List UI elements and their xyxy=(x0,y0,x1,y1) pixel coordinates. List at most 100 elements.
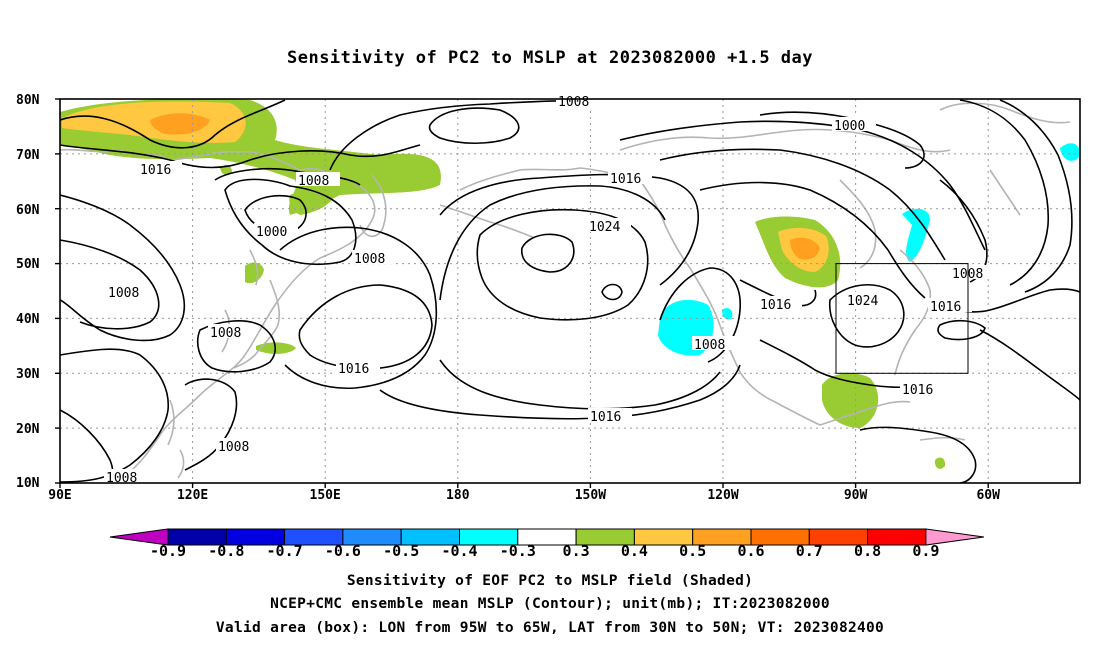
contour-1008-bering xyxy=(214,167,361,186)
contour-1008-east-asia xyxy=(60,348,170,483)
contour-label: 1016 xyxy=(590,410,621,425)
contour-label: 1008 xyxy=(354,252,385,267)
lat-label: 30N xyxy=(16,367,40,382)
contour-1008-japan xyxy=(196,320,276,373)
lon-label: 90W xyxy=(844,488,868,503)
colorbar-label: 0.9 xyxy=(912,542,939,560)
contour-1008-central xyxy=(439,359,721,410)
coast-alaska xyxy=(459,167,691,269)
colorbar-label: -0.6 xyxy=(325,542,361,560)
coast-philippines xyxy=(167,399,185,479)
contour-label: 1008 xyxy=(210,326,241,341)
valid-area-box xyxy=(835,263,969,374)
colorbar-segment xyxy=(925,528,984,546)
coast-japan xyxy=(233,279,281,369)
lat-label: 50N xyxy=(16,257,40,272)
lon-label: 180 xyxy=(446,488,470,503)
lat-label: 60N xyxy=(16,203,40,218)
contour-ne-trough3 xyxy=(699,181,926,299)
contour-arctic-low xyxy=(428,107,520,144)
lat-label: 10N xyxy=(16,476,40,491)
colorbar-label: -0.7 xyxy=(267,542,303,560)
chart-title: Sensitivity of PC2 to MSLP at 2023082000… xyxy=(286,48,813,68)
colorbar-label: 0.8 xyxy=(854,542,881,560)
lat-label: 40N xyxy=(16,312,40,327)
contour-label: 1008 xyxy=(298,174,329,189)
lon-label: 90E xyxy=(48,488,71,503)
colorbar-label: 0.4 xyxy=(621,542,648,560)
shade-orange-canada xyxy=(790,237,820,260)
colorbar-label: -0.3 xyxy=(500,542,536,560)
caption-shading: Sensitivity of EOF PC2 to MSLP field (Sh… xyxy=(346,573,754,589)
contour-1008-arctic xyxy=(329,99,591,171)
contour-1008-okhotsk xyxy=(224,178,357,265)
shade-orange-arctic xyxy=(150,113,210,135)
coast-greenland xyxy=(939,102,1071,216)
contour-label: 1016 xyxy=(902,383,933,398)
contour-1024-inner2 xyxy=(601,283,623,301)
contour-label: 1024 xyxy=(847,294,878,309)
contour-1024-atlantic xyxy=(937,319,986,341)
contour-1016-lowlat xyxy=(60,239,160,330)
lon-label: 120E xyxy=(177,488,208,503)
contour-1024-inner1 xyxy=(521,233,575,273)
colorbar-label: 0.7 xyxy=(796,542,823,560)
contour-ne-trough2 xyxy=(659,148,946,261)
colorbar-label: 0.5 xyxy=(679,542,706,560)
shade-cyan-greenland xyxy=(1060,143,1080,161)
lon-label: 120W xyxy=(707,488,738,503)
coast-gulf xyxy=(819,400,966,441)
shade-green-sakhalin xyxy=(245,262,264,284)
colorbar-labels: -0.9 -0.8 -0.7 -0.6 -0.5 -0.4 -0.3 0.3 0.4 0.5 0.6… xyxy=(150,542,940,560)
contour-arctic-asia xyxy=(60,99,286,149)
tick-marks xyxy=(55,98,989,488)
coast-sakhalin xyxy=(249,249,259,286)
contour-label: 1016 xyxy=(930,300,961,315)
lat-label: 70N xyxy=(16,148,40,163)
contour-label: 1008 xyxy=(694,338,725,353)
shade-cyan-labrador xyxy=(902,208,930,262)
shade-green-gulf xyxy=(822,373,879,428)
contour-ne-trough5 xyxy=(999,99,1073,293)
coast-na-west xyxy=(689,267,821,426)
coast-aleutians xyxy=(439,204,536,239)
lon-label: 150E xyxy=(310,488,341,503)
contour-1016-asia xyxy=(60,144,421,169)
longitude-labels: 90E 120E 150E 180 150W 120W 90W 60W xyxy=(48,488,1000,503)
contour-1016-na xyxy=(829,284,905,348)
plot-frame xyxy=(59,98,1081,484)
contour-1024-high xyxy=(476,208,649,321)
coast-kamchatka xyxy=(359,174,387,238)
contour-label: 1008 xyxy=(558,95,589,110)
colorbar-label: -0.5 xyxy=(383,542,419,560)
contour-labels: 1008 1000 1016 1008 1000 1008 1024 1008 … xyxy=(104,93,994,486)
contour-1016-big xyxy=(439,185,666,301)
coast-hudson xyxy=(839,179,877,269)
shade-cyan-small xyxy=(722,307,733,320)
contour-label: 1016 xyxy=(338,362,369,377)
contour-label: 1000 xyxy=(256,225,287,240)
contour-label: 1000 xyxy=(834,119,865,134)
latitude-labels: 80N 70N 60N 50N 40N 30N 20N 10N xyxy=(16,93,40,491)
colorbar-label: -0.4 xyxy=(441,542,477,560)
colorbar-label: -0.9 xyxy=(150,542,186,560)
contour-1008-south xyxy=(184,378,238,471)
contour-label: 1016 xyxy=(610,172,641,187)
colorbar-label: -0.8 xyxy=(208,542,244,560)
shade-green-okhotsk xyxy=(289,190,335,215)
contour-1016-caribbean xyxy=(859,426,977,483)
contour-label: 1016 xyxy=(760,298,791,313)
lon-label: 150W xyxy=(575,488,606,503)
contour-label: 1008 xyxy=(218,440,249,455)
contour-1016-pacific xyxy=(298,284,433,370)
contour-ne-trough4 xyxy=(959,99,1050,286)
colorbar xyxy=(109,528,984,546)
colorbar-label: 0.3 xyxy=(563,542,590,560)
contour-1008-lowlat xyxy=(60,194,186,342)
contour-1008-mid xyxy=(279,226,438,390)
coast-east-na xyxy=(894,249,932,376)
colorbar-label: 0.6 xyxy=(737,542,764,560)
shade-green-caribbean xyxy=(934,457,946,469)
caption-valid-area: Valid area (box): LON from 95W to 65W, L… xyxy=(215,620,885,636)
